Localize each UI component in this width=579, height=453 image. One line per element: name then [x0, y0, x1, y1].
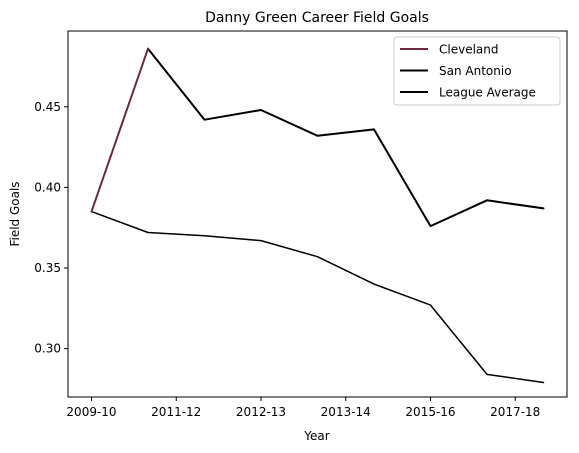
series-line-league-average	[90, 210, 545, 384]
y-tick-label: 0.45	[34, 100, 61, 114]
y-tick-label: 0.30	[34, 342, 61, 356]
series-lines	[90, 47, 545, 384]
x-tick-label: 2011-12	[151, 405, 201, 419]
legend-frame	[393, 36, 561, 106]
series-line-san-antonio	[147, 47, 545, 228]
x-tick-label: 2013-14	[321, 405, 371, 419]
y-tick-label: 0.40	[34, 180, 61, 194]
legend-label: League Average	[439, 86, 536, 100]
plot-area	[67, 30, 568, 398]
x-axis: 2009-10 2011-12 2012-13 2013-14 2015-16 2017-…	[66, 397, 540, 419]
x-axis-label: Year	[303, 429, 329, 443]
x-tick-label: 2012-13	[236, 405, 286, 419]
x-tick-label: 2017-18	[490, 405, 540, 419]
x-tick-label: 2009-10	[66, 405, 116, 419]
legend-label: Cleveland	[439, 43, 499, 57]
series-line-cleveland	[90, 47, 149, 213]
y-tick-label: 0.35	[34, 261, 61, 275]
legend-label: San Antonio	[439, 64, 512, 78]
x-tick-label: 2015-16	[405, 405, 455, 419]
legend: Cleveland San Antonio League Average	[393, 36, 561, 106]
y-axis: 0.30 0.35 0.40 0.45	[34, 100, 68, 356]
y-axis-label: Field Goals	[8, 181, 22, 246]
chart-title: Danny Green Career Field Goals	[205, 10, 429, 26]
